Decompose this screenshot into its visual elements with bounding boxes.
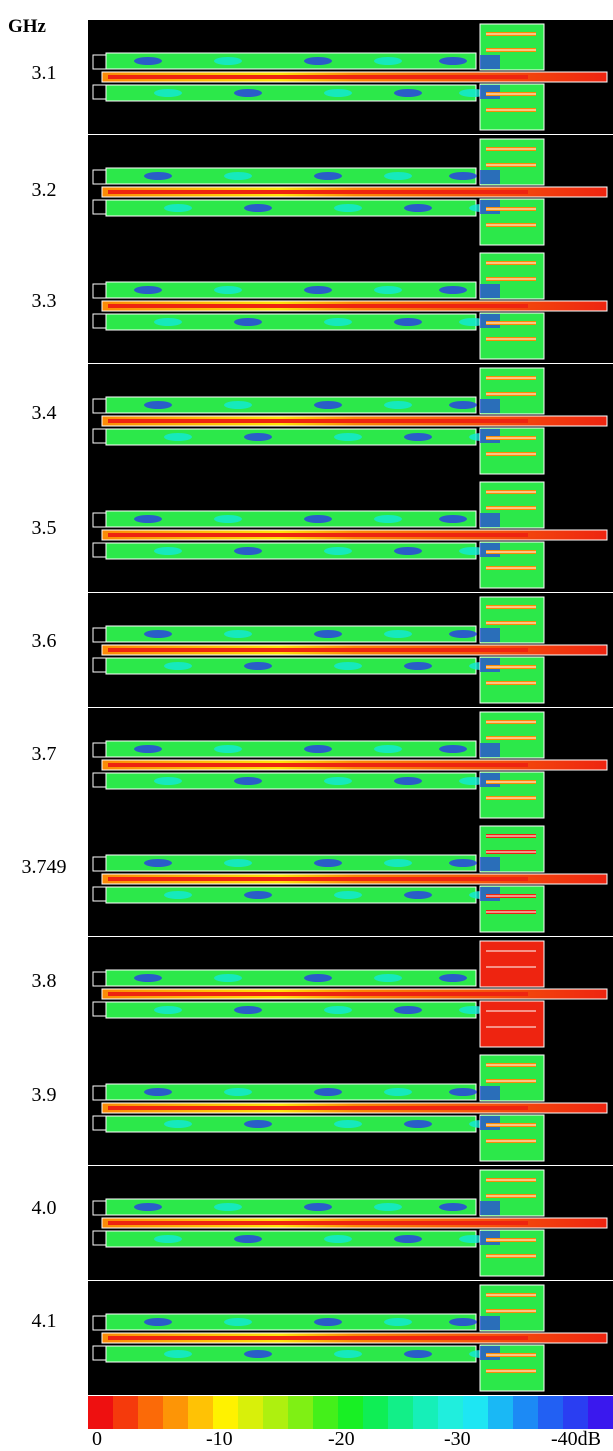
frequency-label: 3.7 <box>31 743 57 765</box>
field-panel <box>88 1051 613 1165</box>
colorbar-swatch <box>238 1396 263 1429</box>
field-map <box>88 249 613 363</box>
field-map <box>88 135 613 249</box>
frequency-label: 4.1 <box>31 1310 57 1332</box>
frequency-label: 3.6 <box>31 630 57 652</box>
colorbar-swatch <box>363 1396 388 1429</box>
frequency-label: 3.8 <box>31 970 57 992</box>
field-map <box>88 937 613 1051</box>
colorbar-swatch <box>263 1396 288 1429</box>
field-map <box>88 708 613 822</box>
colorbar-tick-1: -10 <box>206 1428 233 1450</box>
colorbar-swatch <box>113 1396 138 1429</box>
frequency-label: 3.2 <box>31 179 57 201</box>
colorbar-swatch <box>413 1396 438 1429</box>
frequency-label: 3.4 <box>31 402 57 424</box>
colorbar-swatch <box>138 1396 163 1429</box>
field-map <box>88 1281 613 1395</box>
field-panel <box>88 1166 613 1280</box>
colorbar-tick-0: 0 <box>92 1428 102 1450</box>
colorbar-swatch <box>538 1396 563 1429</box>
unit-label: GHz <box>8 16 46 37</box>
colorbar-swatch <box>588 1396 613 1429</box>
colorbar-swatch <box>438 1396 463 1429</box>
frequency-label: 3.749 <box>21 856 67 878</box>
field-panel <box>88 249 613 363</box>
field-panel <box>88 593 613 707</box>
colorbar-swatch <box>488 1396 513 1429</box>
field-map <box>88 364 613 478</box>
frequency-label: 3.1 <box>31 62 57 84</box>
frequency-label: 4.0 <box>31 1197 57 1219</box>
frequency-label: 3.3 <box>31 290 57 312</box>
field-map <box>88 593 613 707</box>
colorbar-swatch <box>513 1396 538 1429</box>
colorbar-swatch <box>463 1396 488 1429</box>
colorbar-swatch <box>338 1396 363 1429</box>
field-panel <box>88 822 613 936</box>
field-panel <box>88 135 613 249</box>
field-panel <box>88 937 613 1051</box>
frequency-label: 3.5 <box>31 517 57 539</box>
colorbar-tick-3: -30 <box>444 1428 471 1450</box>
field-map <box>88 1166 613 1280</box>
colorbar-swatch <box>188 1396 213 1429</box>
colorbar-swatch <box>88 1396 113 1429</box>
colorbar-swatch <box>563 1396 588 1429</box>
field-panel <box>88 478 613 592</box>
colorbar-swatch <box>213 1396 238 1429</box>
field-panel <box>88 20 613 134</box>
field-map <box>88 822 613 936</box>
field-map <box>88 478 613 592</box>
field-panel <box>88 1281 613 1395</box>
colorbar-swatch <box>313 1396 338 1429</box>
colorbar <box>88 1396 613 1429</box>
colorbar-swatch <box>288 1396 313 1429</box>
field-map <box>88 20 613 134</box>
colorbar-tick-2: -20 <box>328 1428 355 1450</box>
field-panel <box>88 708 613 822</box>
field-map <box>88 1051 613 1165</box>
frequency-label: 3.9 <box>31 1084 57 1106</box>
colorbar-tick-4: -40dB <box>551 1428 601 1450</box>
colorbar-swatch <box>388 1396 413 1429</box>
field-panel <box>88 364 613 478</box>
colorbar-swatch <box>163 1396 188 1429</box>
